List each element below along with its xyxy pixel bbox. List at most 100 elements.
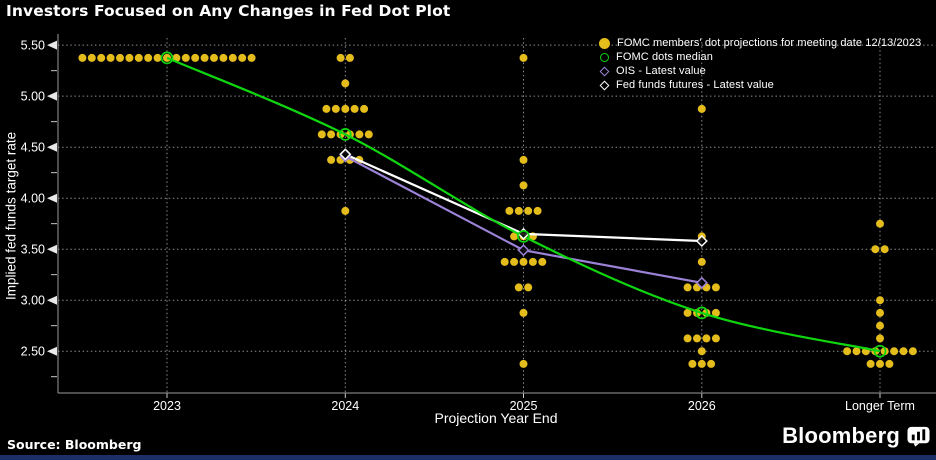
fomc-dot bbox=[890, 347, 899, 356]
fomc-dot bbox=[514, 206, 523, 215]
fomc-dot bbox=[364, 130, 373, 139]
ois-diamond-marker-icon bbox=[599, 66, 610, 76]
y-tick-arrow-icon bbox=[47, 91, 57, 101]
fomc-dot bbox=[711, 334, 720, 343]
y-tick-label: 3.00 bbox=[21, 294, 45, 308]
latest-value-diamond-marker bbox=[695, 234, 708, 248]
fomc-dot bbox=[519, 308, 528, 317]
fomc-dot bbox=[327, 130, 336, 139]
fomc-dot bbox=[78, 53, 87, 62]
fomc-dot bbox=[87, 53, 96, 62]
fomc-dot bbox=[317, 130, 326, 139]
x-axis-title: Projection Year End bbox=[434, 410, 558, 426]
y-tick-arrow-icon bbox=[47, 295, 57, 305]
y-tick-label: 4.00 bbox=[21, 192, 45, 206]
fomc-dot bbox=[533, 206, 542, 215]
fomc-dot bbox=[683, 283, 692, 292]
fomc-dot bbox=[331, 104, 340, 113]
fomc-dot bbox=[519, 359, 528, 368]
bloomberg-wordmark: Bloomberg bbox=[782, 423, 900, 448]
fomc-dot bbox=[322, 104, 331, 113]
fomc-dot bbox=[505, 206, 514, 215]
median-circle-marker bbox=[517, 230, 530, 243]
legend-item: FOMC dots median bbox=[599, 50, 921, 64]
y-tick-label: 4.50 bbox=[21, 141, 45, 155]
fomc-dot bbox=[355, 130, 364, 139]
fomc-dot bbox=[519, 181, 528, 190]
fomc-dot bbox=[134, 53, 143, 62]
y-tick-arrow-icon bbox=[47, 142, 57, 152]
x-tick-label: 2024 bbox=[331, 399, 359, 413]
y-tick-label: 5.50 bbox=[21, 39, 45, 53]
footer-accent-bar bbox=[0, 455, 936, 460]
fomc-dot bbox=[524, 283, 533, 292]
x-tick-label: 2026 bbox=[688, 399, 716, 413]
legend-item-label: Fed funds futures - Latest value bbox=[616, 79, 774, 91]
fomc-dot bbox=[528, 257, 537, 266]
fomc-dot bbox=[697, 347, 706, 356]
fomc-dot bbox=[350, 104, 359, 113]
y-tick-arrow-icon bbox=[47, 193, 57, 203]
legend-item: FOMC members' dot projections for meetin… bbox=[599, 36, 921, 50]
fomc-dot bbox=[181, 53, 190, 62]
legend-item: Fed funds futures - Latest value bbox=[599, 78, 921, 92]
fomc-dot bbox=[908, 347, 917, 356]
fomc-dot bbox=[116, 53, 124, 62]
fomc-dot bbox=[125, 53, 134, 62]
fomc-dot bbox=[238, 53, 247, 62]
fomc-dot bbox=[336, 53, 345, 62]
fomc-dot bbox=[345, 53, 354, 62]
fomc-dot bbox=[500, 257, 509, 266]
fomc-dot bbox=[876, 321, 884, 330]
series-line bbox=[166, 56, 881, 353]
latest-value-diamond-marker bbox=[695, 276, 708, 289]
y-axis-title: Implied fed funds target rate bbox=[3, 131, 19, 300]
fomc-dot bbox=[510, 257, 519, 266]
fomc-dot bbox=[876, 334, 884, 343]
x-tick-label: 2025 bbox=[510, 399, 538, 413]
y-tick-arrow-icon bbox=[47, 244, 57, 254]
futures-diamond-marker-icon bbox=[599, 80, 610, 90]
fomc-dot bbox=[97, 53, 106, 62]
fomc-dot bbox=[711, 308, 720, 317]
fomc-dot bbox=[341, 206, 350, 215]
legend-item: OIS - Latest value bbox=[599, 64, 921, 78]
fomc-dot bbox=[843, 347, 852, 356]
fomc-dot-marker-icon bbox=[599, 37, 610, 49]
fomc-dot bbox=[885, 359, 894, 368]
fomc-dot bbox=[876, 296, 884, 305]
latest-value-diamond-marker bbox=[339, 148, 352, 161]
fomc-dot bbox=[899, 347, 908, 356]
fomc-dot bbox=[191, 53, 200, 62]
fomc-dot bbox=[871, 245, 880, 254]
fomc-dot bbox=[210, 53, 218, 62]
fomc-dot bbox=[697, 257, 706, 266]
fomc-dot bbox=[697, 104, 706, 113]
median-circle-marker-icon bbox=[600, 52, 609, 62]
fomc-dot bbox=[876, 308, 884, 317]
legend-item-label: FOMC members' dot projections for meetin… bbox=[617, 37, 922, 49]
fomc-dot bbox=[153, 53, 162, 62]
median-circle-marker bbox=[873, 344, 887, 358]
fomc-dot bbox=[360, 104, 369, 113]
y-tick-arrow-icon bbox=[47, 40, 57, 50]
fomc-dot bbox=[880, 245, 889, 254]
fomc-dot bbox=[510, 232, 519, 241]
x-tick-label: Longer Term bbox=[845, 399, 915, 413]
y-tick-label: 2.50 bbox=[21, 345, 45, 359]
fomc-dot bbox=[341, 79, 350, 88]
fomc-dot bbox=[683, 308, 692, 317]
fomc-dot bbox=[519, 53, 528, 62]
fomc-dot bbox=[519, 257, 528, 266]
fomc-dot bbox=[519, 155, 528, 164]
fomc-dot bbox=[219, 53, 228, 62]
source-attribution: Source: Bloomberg bbox=[7, 437, 142, 452]
fomc-dot bbox=[866, 359, 875, 368]
fomc-dot bbox=[711, 283, 720, 292]
fomc-dot bbox=[707, 359, 716, 368]
legend: FOMC members' dot projections for meetin… bbox=[599, 36, 921, 92]
latest-value-diamond-marker bbox=[517, 244, 530, 257]
chart-title: Investors Focused on Any Changes in Fed … bbox=[6, 2, 451, 20]
fomc-dot bbox=[524, 206, 533, 215]
